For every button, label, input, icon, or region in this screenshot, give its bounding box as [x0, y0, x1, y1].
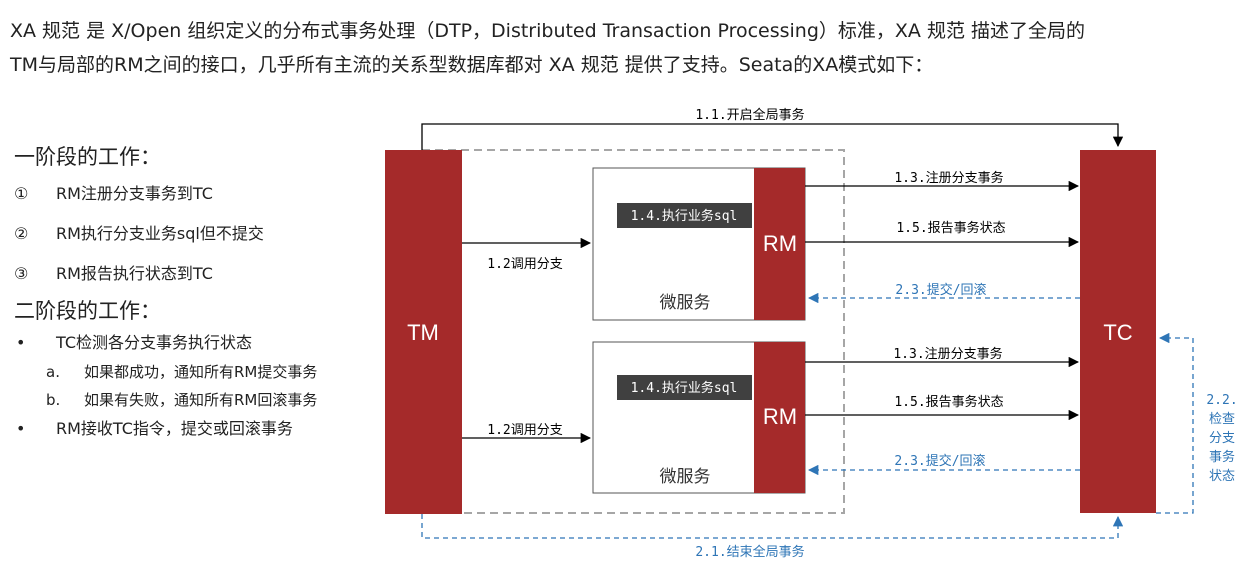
check-status-arrow	[1156, 338, 1193, 513]
call-branch-label: 1.2调用分支	[487, 257, 562, 272]
register-branch-label: 1.3.注册分支事务	[894, 170, 1003, 186]
rm-label: RM	[763, 404, 797, 429]
end-global-label: 2.1.结束全局事务	[695, 544, 804, 560]
microservice-label: 微服务	[660, 467, 711, 487]
check-status-line: 2.2.	[1206, 393, 1237, 408]
open-global-arrow	[422, 124, 1118, 150]
call-branch-label: 1.2调用分支	[487, 423, 562, 438]
tc-label: TC	[1103, 320, 1132, 345]
commit-rollback-label: 2.3.提交/回滚	[895, 282, 986, 298]
report-status-label: 1.5.报告事务状态	[896, 220, 1005, 236]
report-status-label: 1.5.报告事务状态	[894, 394, 1003, 410]
tm-label: TM	[407, 320, 439, 345]
check-status-line: 状态	[1209, 469, 1235, 484]
check-status-line: 事务	[1209, 449, 1235, 465]
check-status-line: 分支	[1209, 431, 1235, 446]
register-branch-label: 1.3.注册分支事务	[893, 346, 1002, 362]
microservice-label: 微服务	[660, 293, 711, 313]
rm-label: RM	[763, 231, 797, 256]
check-status-line: 检查	[1209, 412, 1235, 427]
exec-sql-text: 1.4.执行业务sql	[631, 208, 738, 224]
open-global-label: 1.1.开启全局事务	[695, 107, 804, 123]
end-global-arrow	[422, 514, 1118, 538]
exec-sql-text: 1.4.执行业务sql	[631, 380, 738, 396]
commit-rollback-label: 2.3.提交/回滚	[894, 453, 985, 469]
